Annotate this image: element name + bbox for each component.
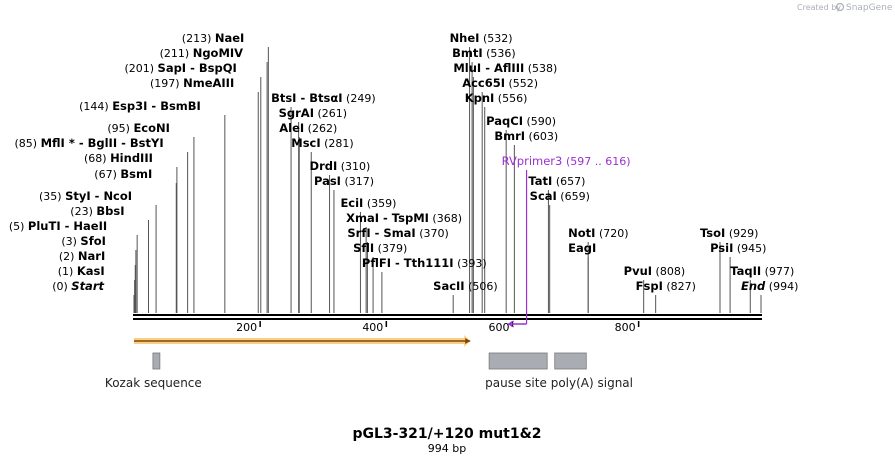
axis-tick-label-600: 600 xyxy=(488,321,509,334)
site-label-drdi[interactable]: DrdI (310) xyxy=(310,159,371,173)
site-label-sapi-bspqi[interactable]: (201) SapI - BspQI xyxy=(124,61,236,75)
site-label-bmri[interactable]: BmrI (603) xyxy=(494,129,558,143)
axis-tick-label-400: 400 xyxy=(362,321,383,334)
feature-label-kozak-sequence: Kozak sequence xyxy=(105,376,202,390)
map-length: 994 bp xyxy=(428,442,466,455)
site-label-alei[interactable]: AleI (262) xyxy=(279,121,337,135)
feature-box-kozak-sequence[interactable] xyxy=(152,352,161,370)
site-label-paqci[interactable]: PaqCI (590) xyxy=(486,114,556,128)
site-label-acc65i[interactable]: Acc65I (552) xyxy=(462,76,538,90)
axis-tick-label-200: 200 xyxy=(236,321,257,334)
site-label-noti[interactable]: NotI (720) xyxy=(568,226,628,240)
site-label-sgrai[interactable]: SgrAI (261) xyxy=(279,106,347,120)
site-label-btsi-bts-i[interactable]: BtsI - BtsαI (249) xyxy=(271,91,376,105)
site-label-sfoi[interactable]: (3) SfoI xyxy=(61,234,106,248)
feature-label-pause-site: pause site xyxy=(485,376,547,390)
site-label-bsmi[interactable]: (67) BsmI xyxy=(94,167,152,181)
site-label-xmai-tspmi[interactable]: XmaI - TspMI (368) xyxy=(346,211,462,225)
site-label-tsoi[interactable]: TsoI (929) xyxy=(700,226,758,240)
site-label-end[interactable]: End (994) xyxy=(741,279,798,293)
feature-box-poly-a-signal[interactable] xyxy=(554,352,587,370)
site-label-srfi-smai[interactable]: SrfI - SmaI (370) xyxy=(347,226,448,240)
site-label-econi[interactable]: (95) EcoNI xyxy=(107,121,170,135)
site-label-scai[interactable]: ScaI (659) xyxy=(530,189,590,203)
ruler-axis: 200 400 600 800 xyxy=(236,321,640,334)
feature-label-poly-a-signal: poly(A) signal xyxy=(551,376,633,390)
feature-track: Kozak sequence pause site poly(A) signal xyxy=(105,335,633,390)
snapgene-brand-text: SnapGene xyxy=(846,3,893,13)
site-label-sfli[interactable]: SflI (379) xyxy=(353,241,407,255)
feature-box-pause-site[interactable] xyxy=(488,352,548,370)
site-label-mfli-bglii-bstyi[interactable]: (85) MflI * - BglII - BstYI xyxy=(14,136,163,150)
site-label-esp3i-bsmbi[interactable]: (144) Esp3I - BsmBI xyxy=(79,99,201,113)
site-label-pvui[interactable]: PvuI (808) xyxy=(624,264,685,278)
map-title: pGL3-321/+120 mut1&2 xyxy=(352,426,541,442)
site-label-styi-ncoi[interactable]: (35) StyI - NcoI xyxy=(39,189,132,203)
site-label-eagi[interactable]: EagI xyxy=(568,241,596,255)
primer-rvprimer3[interactable]: RVprimer3 (597 .. 616) xyxy=(502,154,631,328)
site-label-nari[interactable]: (2) NarI xyxy=(59,249,105,263)
axis-tick-label-800: 800 xyxy=(615,321,636,334)
site-label-tati[interactable]: TatI (657) xyxy=(528,174,585,188)
primer-label[interactable]: RVprimer3 (597 .. 616) xyxy=(502,154,631,168)
site-label-nmeaiii[interactable]: (197) NmeAIII xyxy=(150,76,234,90)
site-leader-lines xyxy=(133,47,762,313)
site-label-mlui-afliii[interactable]: MluI - AflIII (538) xyxy=(453,61,557,75)
site-label-naei[interactable]: (213) NaeI xyxy=(182,31,245,45)
created-by-text: Created by xyxy=(797,3,841,12)
sequence-backbone xyxy=(133,314,762,320)
site-label-pasi[interactable]: PasI (317) xyxy=(314,174,374,188)
feature-arrowhead-icon xyxy=(465,338,471,344)
site-label-ecii[interactable]: EciI (359) xyxy=(340,196,396,210)
primer-arrow-icon xyxy=(507,320,514,328)
site-label-msci[interactable]: MscI (281) xyxy=(291,136,353,150)
site-label-psii[interactable]: PsiI (945) xyxy=(710,241,766,255)
site-label-start[interactable]: (0) Start xyxy=(52,279,104,293)
site-label-sacii[interactable]: SacII (506) xyxy=(433,279,498,293)
site-label-bmti[interactable]: BmtI (536) xyxy=(452,46,516,60)
site-label-fspi[interactable]: FspI (827) xyxy=(636,279,696,293)
site-label-pflfi-tth111i[interactable]: PflFI - Tth111I (393) xyxy=(362,256,487,270)
site-label-pluti-haeii[interactable]: (5) PluTI - HaeII xyxy=(9,219,107,233)
site-label-taqii[interactable]: TaqII (977) xyxy=(730,264,794,278)
snapgene-logo-icon xyxy=(835,2,845,12)
site-label-kpni[interactable]: KpnI (556) xyxy=(465,91,528,105)
snapgene-branding: Created by SnapGene xyxy=(797,2,893,13)
site-label-nhei[interactable]: NheI (532) xyxy=(450,31,513,45)
site-label-kasi[interactable]: (1) KasI xyxy=(58,264,105,278)
site-labels: (0) Start(1) KasI(2) NarI(3) SfoI(5) Plu… xyxy=(9,31,799,293)
site-label-hindiii[interactable]: (68) HindIII xyxy=(84,151,153,165)
site-label-bbsi[interactable]: (23) BbsI xyxy=(70,204,124,218)
site-label-ngomiv[interactable]: (211) NgoMIV xyxy=(160,46,244,60)
